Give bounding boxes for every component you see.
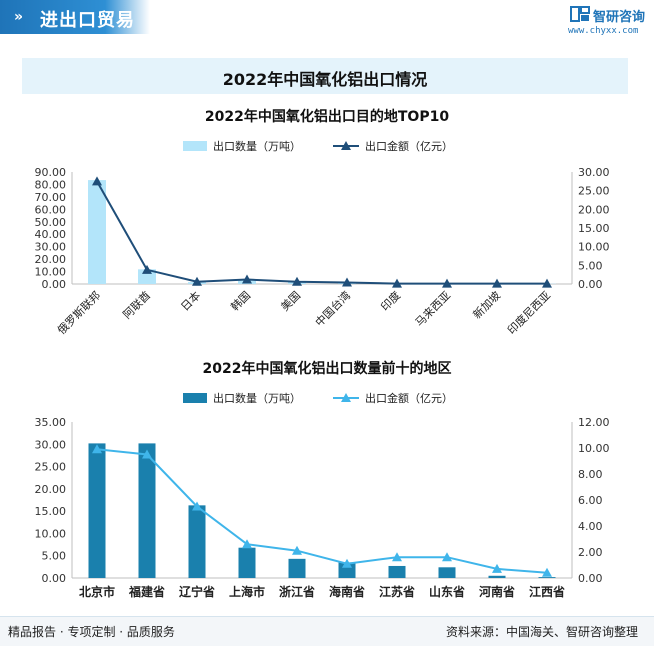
y-left-tick-label: 35.00 <box>35 416 67 429</box>
y-left-tick-label: 15.00 <box>35 505 67 518</box>
x-category-label: 福建省 <box>128 584 165 599</box>
x-category-label: 印度尼西亚 <box>504 288 553 337</box>
page-footer: 精品报告 · 专项定制 · 品质服务 资料来源：中国海关、智研咨询整理 <box>0 616 654 646</box>
x-category-label: 北京市 <box>79 584 115 599</box>
y-left-tick-label: 20.00 <box>35 253 67 266</box>
bar-quantity <box>89 443 106 578</box>
y-left-tick-label: 30.00 <box>35 438 67 451</box>
chart-export-destinations: 2022年中国氧化铝出口目的地TOP10 出口数量（万吨） 出口金额（亿元） 0.00… <box>0 96 654 358</box>
y-right-tick-label: 0.00 <box>578 572 603 585</box>
bar-quantity <box>489 576 506 578</box>
line-amount <box>97 449 547 573</box>
y-right-tick-label: 0.00 <box>578 278 603 291</box>
chart-title: 2022年中国氧化铝出口目的地TOP10 <box>205 108 449 125</box>
y-right-tick-label: 15.00 <box>578 222 610 235</box>
line-amount <box>97 181 547 283</box>
chart-title: 2022年中国氧化铝出口数量前十的地区 <box>203 360 452 377</box>
y-right-tick-label: 5.00 <box>578 259 603 272</box>
x-category-label: 江西省 <box>529 584 565 599</box>
bar-quantity <box>239 548 256 578</box>
page-header: » 进出口贸易 智研咨询 www.chyxx.com <box>0 0 654 38</box>
legend-label-quantity: 出口数量（万吨） <box>213 139 301 153</box>
legend-label-quantity: 出口数量（万吨） <box>213 391 301 405</box>
y-left-tick-label: 80.00 <box>35 178 67 191</box>
bar-quantity <box>189 505 206 578</box>
y-right-tick-label: 2.00 <box>578 546 603 559</box>
legend-bar-swatch <box>183 393 207 403</box>
x-category-label: 河南省 <box>478 584 515 599</box>
bar-quantity <box>539 577 556 578</box>
x-category-label: 韩国 <box>228 288 253 313</box>
brand-name: 智研咨询 <box>593 6 645 25</box>
x-category-label: 中国台湾 <box>312 288 353 329</box>
bar-quantity <box>389 566 406 578</box>
y-right-tick-label: 6.00 <box>578 494 603 507</box>
y-left-tick-label: 0.00 <box>42 572 67 585</box>
page-title: 2022年中国氧化铝出口情况 <box>22 66 628 90</box>
y-left-tick-label: 20.00 <box>35 483 67 496</box>
x-category-label: 俄罗斯联邦 <box>55 289 103 337</box>
footer-source: 资料来源：中国海关、智研咨询整理 <box>446 623 638 640</box>
x-category-label: 上海市 <box>229 584 265 599</box>
y-right-tick-label: 25.00 <box>578 185 610 198</box>
brand-logo-icon <box>570 6 590 22</box>
y-left-tick-label: 40.00 <box>35 228 67 241</box>
x-category-label: 马来西亚 <box>413 289 453 329</box>
y-right-tick-label: 20.00 <box>578 203 610 216</box>
y-right-tick-label: 10.00 <box>578 241 610 254</box>
x-category-label: 阿联酋 <box>120 288 153 321</box>
legend-label-amount: 出口金额（亿元） <box>365 139 453 153</box>
x-category-label: 山东省 <box>429 584 465 599</box>
y-right-tick-label: 8.00 <box>578 468 603 481</box>
page-title-band: 2022年中国氧化铝出口情况 <box>22 58 628 94</box>
x-category-label: 辽宁省 <box>179 584 215 599</box>
y-left-tick-label: 50.00 <box>35 216 67 229</box>
y-left-tick-label: 70.00 <box>35 191 67 204</box>
y-left-tick-label: 25.00 <box>35 461 67 474</box>
y-left-tick-label: 90.00 <box>35 166 67 179</box>
y-left-tick-label: 10.00 <box>35 527 67 540</box>
footer-tagline: 精品报告 · 专项定制 · 品质服务 <box>8 623 175 640</box>
bar-quantity <box>289 559 306 578</box>
brand-url: www.chyxx.com <box>568 26 638 36</box>
x-category-label: 印度 <box>378 288 403 313</box>
section-title: 进出口贸易 <box>40 6 135 32</box>
x-category-label: 海南省 <box>329 584 365 599</box>
y-right-tick-label: 12.00 <box>578 416 610 429</box>
y-left-tick-label: 0.00 <box>42 278 67 291</box>
double-chevron-right-icon: » <box>14 9 23 25</box>
x-category-label: 美国 <box>278 289 303 314</box>
y-right-tick-label: 10.00 <box>578 442 610 455</box>
legend-bar-swatch <box>183 141 207 151</box>
bar-quantity <box>139 443 156 578</box>
x-category-label: 日本 <box>178 288 203 313</box>
y-left-tick-label: 10.00 <box>35 266 67 279</box>
y-right-tick-label: 30.00 <box>578 166 610 179</box>
x-category-label: 江苏省 <box>379 584 415 599</box>
y-left-tick-label: 60.00 <box>35 203 67 216</box>
y-left-tick-label: 5.00 <box>42 550 67 563</box>
y-right-tick-label: 4.00 <box>578 520 603 533</box>
y-left-tick-label: 30.00 <box>35 241 67 254</box>
x-category-label: 浙江省 <box>279 584 315 599</box>
legend-label-amount: 出口金额（亿元） <box>365 391 453 405</box>
line-amount-point <box>142 265 152 274</box>
bar-quantity <box>439 567 456 578</box>
x-category-label: 新加坡 <box>470 288 503 321</box>
bar-quantity <box>88 180 106 284</box>
